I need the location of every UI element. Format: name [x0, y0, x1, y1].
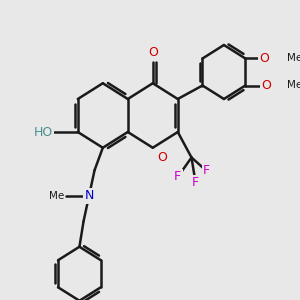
- Text: O: O: [261, 79, 271, 92]
- Text: HO: HO: [34, 125, 53, 139]
- Text: Me: Me: [286, 80, 300, 91]
- Text: F: F: [174, 170, 181, 184]
- Text: F: F: [203, 164, 210, 178]
- Text: F: F: [192, 176, 199, 190]
- Text: Me: Me: [286, 53, 300, 64]
- Text: Me: Me: [49, 191, 64, 201]
- Text: N: N: [84, 189, 94, 202]
- Text: O: O: [157, 151, 167, 164]
- Text: O: O: [148, 46, 158, 59]
- Text: O: O: [260, 52, 269, 65]
